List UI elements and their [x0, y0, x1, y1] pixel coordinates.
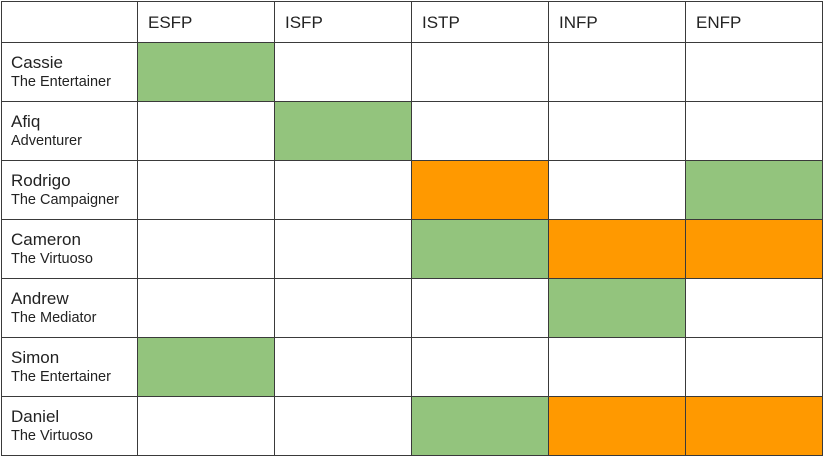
column-header-istp[interactable]: ISTP — [411, 1, 549, 43]
match-cell[interactable] — [274, 278, 412, 338]
match-cell[interactable] — [548, 219, 686, 279]
person-cell[interactable]: Cassie The Entertainer — [1, 42, 138, 102]
match-cell[interactable] — [411, 396, 549, 456]
match-cell[interactable] — [137, 337, 275, 397]
person-type: The Campaigner — [11, 192, 119, 208]
table-row: Andrew The Mediator — [1, 278, 823, 338]
person-name: Cassie — [11, 53, 63, 72]
match-cell[interactable] — [685, 42, 823, 102]
match-cell[interactable] — [685, 160, 823, 220]
match-cell[interactable] — [411, 160, 549, 220]
match-cell[interactable] — [137, 219, 275, 279]
person-name: Rodrigo — [11, 171, 71, 190]
person-cell[interactable]: Simon The Entertainer — [1, 337, 138, 397]
match-cell[interactable] — [548, 42, 686, 102]
person-type: The Entertainer — [11, 369, 111, 385]
match-cell[interactable] — [548, 101, 686, 161]
person-type: Adventurer — [11, 133, 82, 149]
column-header-isfp[interactable]: ISFP — [274, 1, 412, 43]
match-cell[interactable] — [274, 396, 412, 456]
corner-cell[interactable] — [1, 1, 138, 43]
person-type: The Virtuoso — [11, 428, 93, 444]
column-header-esfp[interactable]: ESFP — [137, 1, 275, 43]
match-cell[interactable] — [685, 219, 823, 279]
match-cell[interactable] — [137, 396, 275, 456]
match-cell[interactable] — [274, 337, 412, 397]
match-cell[interactable] — [548, 278, 686, 338]
match-cell[interactable] — [685, 396, 823, 456]
match-cell[interactable] — [137, 278, 275, 338]
table-row: Rodrigo The Campaigner — [1, 160, 823, 220]
match-cell[interactable] — [274, 219, 412, 279]
match-cell[interactable] — [548, 396, 686, 456]
person-name: Simon — [11, 348, 60, 367]
match-cell[interactable] — [137, 101, 275, 161]
match-cell[interactable] — [685, 337, 823, 397]
match-cell[interactable] — [411, 101, 549, 161]
match-cell[interactable] — [137, 160, 275, 220]
person-cell[interactable]: Rodrigo The Campaigner — [1, 160, 138, 220]
table-row: Cameron The Virtuoso — [1, 219, 823, 279]
match-cell[interactable] — [274, 160, 412, 220]
person-name: Cameron — [11, 230, 81, 249]
match-cell[interactable] — [685, 101, 823, 161]
column-header-infp[interactable]: INFP — [548, 1, 686, 43]
person-type: The Entertainer — [11, 74, 111, 90]
table-row: Afiq Adventurer — [1, 101, 823, 161]
person-type: The Mediator — [11, 310, 97, 326]
matrix-body: Cassie The Entertainer Afiq Adventurer R… — [1, 42, 823, 456]
table-row: Daniel The Virtuoso — [1, 396, 823, 456]
personality-matrix-table: ESFP ISFP ISTP INFP ENFP Cassie The Ente… — [1, 1, 823, 456]
table-row: Simon The Entertainer — [1, 337, 823, 397]
person-name: Daniel — [11, 407, 60, 426]
match-cell[interactable] — [411, 337, 549, 397]
match-cell[interactable] — [411, 219, 549, 279]
header-row: ESFP ISFP ISTP INFP ENFP — [1, 1, 823, 43]
match-cell[interactable] — [411, 42, 549, 102]
match-cell[interactable] — [548, 337, 686, 397]
column-header-enfp[interactable]: ENFP — [685, 1, 823, 43]
person-name: Afiq — [11, 112, 41, 131]
person-type: The Virtuoso — [11, 251, 93, 267]
match-cell[interactable] — [685, 278, 823, 338]
person-cell[interactable]: Afiq Adventurer — [1, 101, 138, 161]
table-row: Cassie The Entertainer — [1, 42, 823, 102]
match-cell[interactable] — [411, 278, 549, 338]
person-cell[interactable]: Cameron The Virtuoso — [1, 219, 138, 279]
match-cell[interactable] — [137, 42, 275, 102]
match-cell[interactable] — [548, 160, 686, 220]
match-cell[interactable] — [274, 42, 412, 102]
person-cell[interactable]: Daniel The Virtuoso — [1, 396, 138, 456]
person-name: Andrew — [11, 289, 69, 308]
person-cell[interactable]: Andrew The Mediator — [1, 278, 138, 338]
match-cell[interactable] — [274, 101, 412, 161]
